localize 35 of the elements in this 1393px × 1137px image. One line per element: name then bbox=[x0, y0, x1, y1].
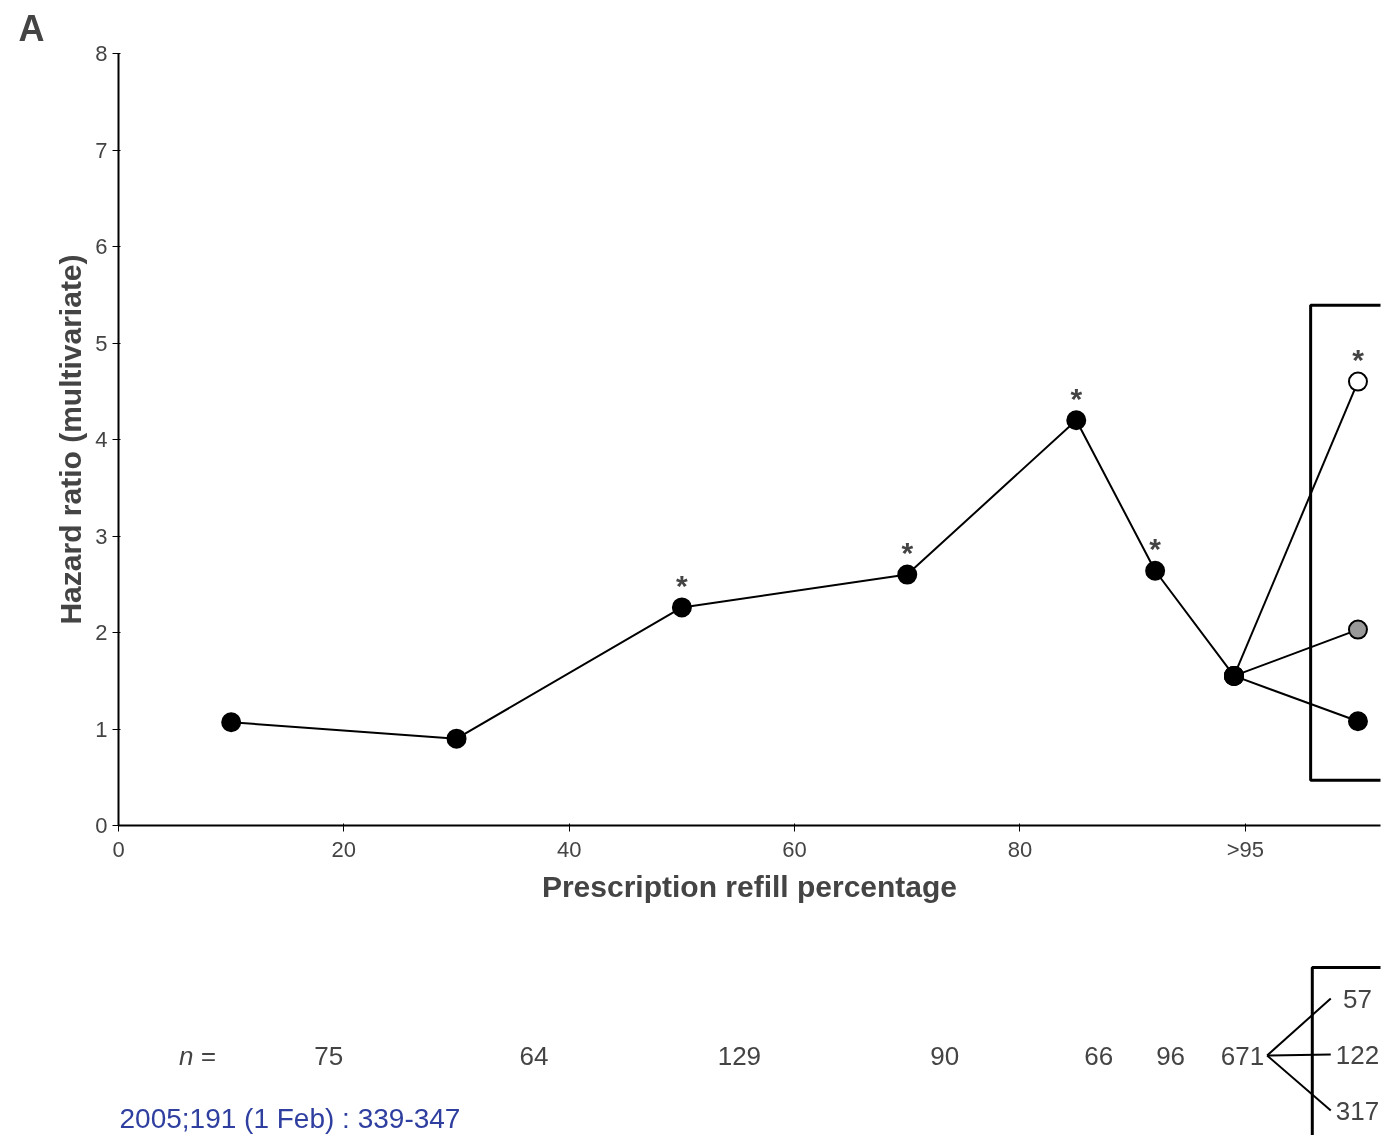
text: 64 bbox=[519, 1040, 549, 1071]
annotation: * bbox=[1070, 381, 1083, 415]
text: n = bbox=[178, 1040, 216, 1071]
x-tick-label: 40 bbox=[556, 836, 582, 862]
y-tick-label: 6 bbox=[95, 234, 108, 259]
text: 122 bbox=[1335, 1039, 1380, 1070]
y-axis-title: Hazard ratio (multivariate) bbox=[54, 254, 88, 625]
y-tick-label: 0 bbox=[95, 813, 108, 838]
text: 671 bbox=[1220, 1040, 1265, 1071]
text: 96 bbox=[1156, 1040, 1186, 1071]
x-tick-label: 80 bbox=[1007, 836, 1033, 862]
x-axis-title: Prescription refill percentage bbox=[541, 869, 958, 903]
text: 129 bbox=[717, 1040, 762, 1071]
text: 2005;191 (1 Feb) : 339-347 bbox=[119, 1102, 461, 1134]
annotation: * bbox=[676, 568, 689, 602]
y-tick-label: 1 bbox=[95, 716, 108, 742]
y-tick-label: 5 bbox=[95, 330, 108, 356]
y-tick-label: 7 bbox=[95, 137, 108, 163]
x-tick-label: >95 bbox=[1226, 836, 1264, 862]
text: 90 bbox=[930, 1040, 960, 1071]
y-tick-label: 3 bbox=[95, 523, 108, 549]
y-tick-label: 2 bbox=[95, 620, 108, 645]
text: 317 bbox=[1335, 1095, 1380, 1126]
x-tick-label: 20 bbox=[331, 836, 357, 862]
text: 66 bbox=[1084, 1040, 1114, 1071]
x-tick-label: 60 bbox=[782, 836, 807, 862]
text: 57 bbox=[1343, 983, 1372, 1014]
x-tick-label: 0 bbox=[112, 836, 125, 862]
text: 75 bbox=[314, 1040, 344, 1071]
text: A bbox=[18, 7, 45, 49]
y-tick-label: 8 bbox=[95, 41, 108, 66]
annotation: * bbox=[901, 536, 914, 570]
annotation: * bbox=[1352, 343, 1365, 377]
y-tick-label: 4 bbox=[95, 427, 108, 452]
annotation: * bbox=[1149, 532, 1162, 566]
